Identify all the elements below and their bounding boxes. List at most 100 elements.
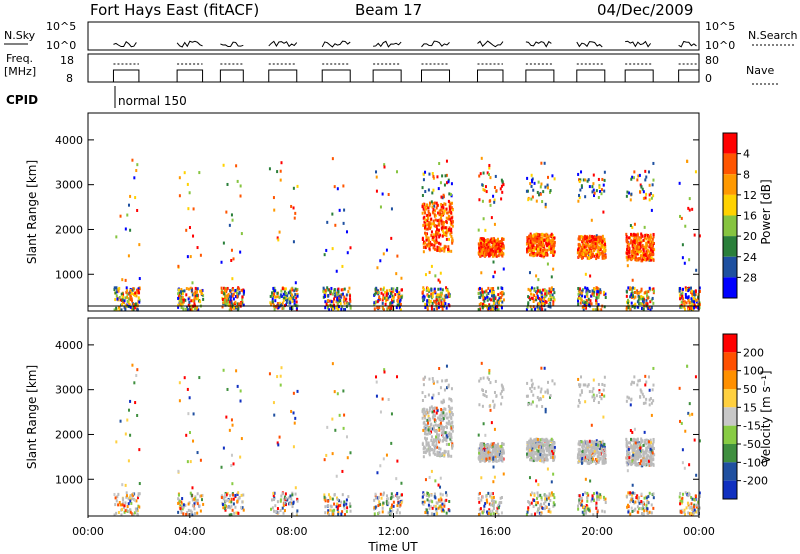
scatter-cell bbox=[422, 250, 425, 254]
scatter-cell bbox=[439, 216, 442, 220]
scatter-cell bbox=[691, 207, 694, 211]
scatter-cell bbox=[499, 392, 502, 396]
scatter-cell bbox=[497, 506, 500, 510]
scatter-cell bbox=[436, 424, 439, 428]
scatter-cell bbox=[684, 224, 687, 228]
scatter-cell bbox=[644, 233, 647, 237]
scatter-cell bbox=[338, 499, 341, 503]
scatter-cell bbox=[690, 297, 693, 301]
scatter-cell bbox=[437, 211, 440, 215]
scatter-cell bbox=[530, 402, 533, 406]
scatter-cell bbox=[229, 306, 232, 310]
scatter-cell bbox=[591, 292, 594, 296]
scatter-cell bbox=[425, 235, 428, 239]
scatter-cell bbox=[478, 250, 481, 254]
scatter-cell bbox=[396, 497, 399, 501]
scatter-cell bbox=[502, 246, 505, 250]
scatter-cell bbox=[338, 296, 341, 300]
scatter-cell bbox=[379, 492, 382, 496]
scatter-cell bbox=[689, 307, 692, 311]
scatter-cell bbox=[636, 505, 639, 509]
scatter-cell bbox=[692, 296, 695, 300]
scatter-cell bbox=[546, 391, 549, 395]
scatter-cell bbox=[680, 510, 683, 514]
scatter-cell bbox=[650, 196, 653, 200]
scatter-cell bbox=[596, 238, 599, 242]
nave-label: Nave bbox=[746, 64, 774, 77]
scatter-cell bbox=[341, 288, 344, 292]
scatter-cell bbox=[648, 183, 651, 187]
scatter-cell bbox=[343, 287, 346, 291]
scatter-cell bbox=[126, 295, 129, 299]
scatter-cell bbox=[650, 413, 653, 417]
scatter-cell bbox=[344, 298, 347, 302]
scatter-cell bbox=[343, 505, 346, 509]
scatter-cell bbox=[432, 381, 435, 385]
scatter-cell bbox=[440, 407, 443, 411]
scatter-cell bbox=[478, 455, 481, 459]
scatter-cell bbox=[428, 204, 431, 208]
scatter-cell bbox=[223, 507, 226, 511]
scatter-cell bbox=[436, 219, 439, 223]
scatter-cell bbox=[430, 307, 433, 311]
scatter-cell bbox=[423, 500, 426, 504]
scatter-cell bbox=[596, 292, 599, 296]
scatter-cell bbox=[188, 191, 191, 195]
scatter-cell bbox=[336, 297, 339, 301]
scatter-cell bbox=[651, 252, 654, 256]
scatter-cell bbox=[592, 173, 595, 177]
scatter-cell bbox=[194, 500, 197, 504]
scatter-cell bbox=[635, 233, 638, 237]
scatter-cell bbox=[135, 499, 138, 503]
scatter-cell bbox=[282, 503, 285, 507]
scatter-cell bbox=[536, 253, 539, 257]
scatter-cell bbox=[488, 508, 491, 512]
scatter-cell bbox=[136, 496, 139, 500]
scatter-cell bbox=[379, 287, 382, 291]
scatter-cell bbox=[630, 239, 633, 243]
scatter-cell bbox=[493, 457, 496, 461]
scatter-cell bbox=[529, 243, 532, 247]
scatter-cell bbox=[492, 457, 495, 461]
scatter-cell bbox=[542, 250, 545, 254]
scatter-cell bbox=[579, 501, 582, 505]
scatter-cell bbox=[487, 306, 490, 310]
scatter-cell bbox=[431, 222, 434, 226]
scatter-cell bbox=[478, 198, 481, 202]
scatter-cell bbox=[120, 292, 123, 296]
scatter-cell bbox=[186, 512, 189, 516]
scatter-cell bbox=[445, 181, 448, 185]
scatter-cell bbox=[442, 229, 445, 233]
scatter-cell bbox=[496, 239, 499, 243]
scatter-cell bbox=[483, 249, 486, 253]
scatter-cell bbox=[531, 246, 534, 250]
scatter-cell bbox=[548, 395, 551, 399]
scatter-cell bbox=[194, 286, 197, 290]
scatter-cell bbox=[537, 442, 540, 446]
scatter-cell bbox=[349, 504, 352, 508]
scatter-cell bbox=[271, 291, 274, 295]
scatter-cell bbox=[591, 252, 594, 256]
scatter-cell bbox=[580, 185, 583, 189]
scatter-cell bbox=[529, 448, 532, 452]
scatter-cell bbox=[127, 292, 130, 296]
scatter-cell bbox=[695, 503, 698, 507]
scatter-cell bbox=[652, 178, 655, 182]
scatter-cell bbox=[536, 296, 539, 300]
scatter-cell bbox=[549, 288, 552, 292]
scatter-cell bbox=[237, 497, 240, 501]
scatter-cell bbox=[539, 455, 542, 459]
scatter-cell bbox=[448, 237, 451, 241]
scatter-cell bbox=[479, 241, 482, 245]
scatter-cell bbox=[536, 445, 539, 449]
scatter-cell bbox=[427, 300, 430, 304]
scatter-cell bbox=[396, 286, 399, 290]
scatter-cell bbox=[632, 232, 635, 236]
scatter-cell bbox=[599, 493, 602, 497]
scatter-cell bbox=[493, 390, 496, 394]
scatter-cell bbox=[342, 389, 345, 393]
scatter-cell bbox=[688, 197, 691, 201]
scatter-cell bbox=[527, 301, 530, 305]
scatter-cell bbox=[423, 425, 426, 429]
scatter-cell bbox=[434, 224, 437, 228]
